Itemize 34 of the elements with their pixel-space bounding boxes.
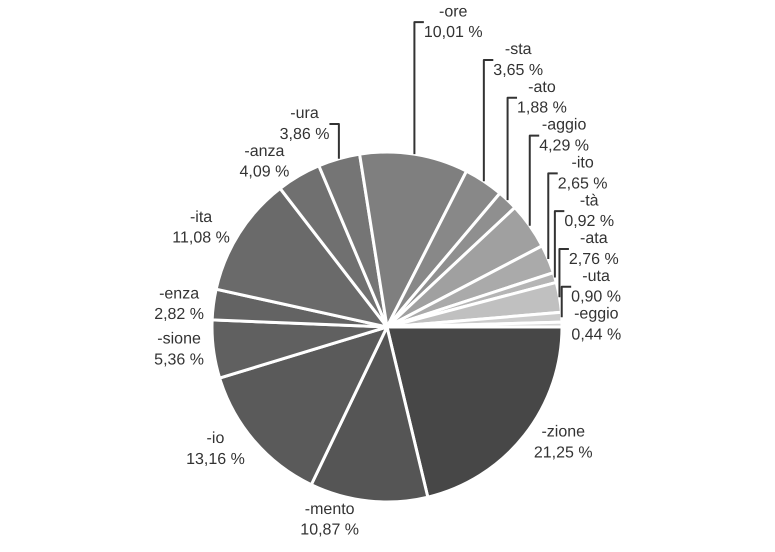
slice-label: -uta <box>582 268 610 285</box>
data-label: 5,36 % <box>154 352 204 369</box>
data-label: 2,65 % <box>558 175 608 192</box>
data-label: 0,90 % <box>571 288 621 306</box>
slice-label: -tà <box>580 192 599 210</box>
data-label: 2,76 % <box>568 250 619 268</box>
data-label: 0,92 % <box>564 213 614 230</box>
slice-label: -aggio <box>542 116 586 134</box>
data-label: 2,82 % <box>154 306 204 324</box>
slice-label: -ata <box>580 230 608 248</box>
slice-label: -ore <box>438 3 468 20</box>
data-label: 3,86 % <box>280 126 330 143</box>
slice-label: -enza <box>159 285 200 302</box>
data-label: 0,44 % <box>571 326 622 344</box>
data-label: 11,08 % <box>172 230 230 247</box>
data-label: 10,01 % <box>424 24 483 42</box>
slice-label: -anza <box>244 142 285 160</box>
slice-label: -ito <box>572 154 594 172</box>
data-label: 4,29 % <box>539 137 590 154</box>
data-label: 3,65 % <box>493 62 544 79</box>
slice-label: -eggio <box>574 306 619 323</box>
slice-label: -io <box>206 430 224 448</box>
slice-label: -ura <box>290 105 319 122</box>
slice-label: -mento <box>304 500 355 518</box>
data-label: 13,16 % <box>186 450 245 468</box>
slice-label: -zione <box>541 424 586 441</box>
slice-label: -sta <box>504 41 532 58</box>
data-label: 1,88 % <box>517 100 567 117</box>
slice-label: -ita <box>190 208 212 226</box>
slice-label: -ato <box>528 78 556 96</box>
data-label: 10,87 % <box>300 522 360 539</box>
data-label: 4,09 % <box>240 164 290 181</box>
slice-label: -sione <box>157 330 201 348</box>
data-label: 21,25 % <box>534 444 593 462</box>
